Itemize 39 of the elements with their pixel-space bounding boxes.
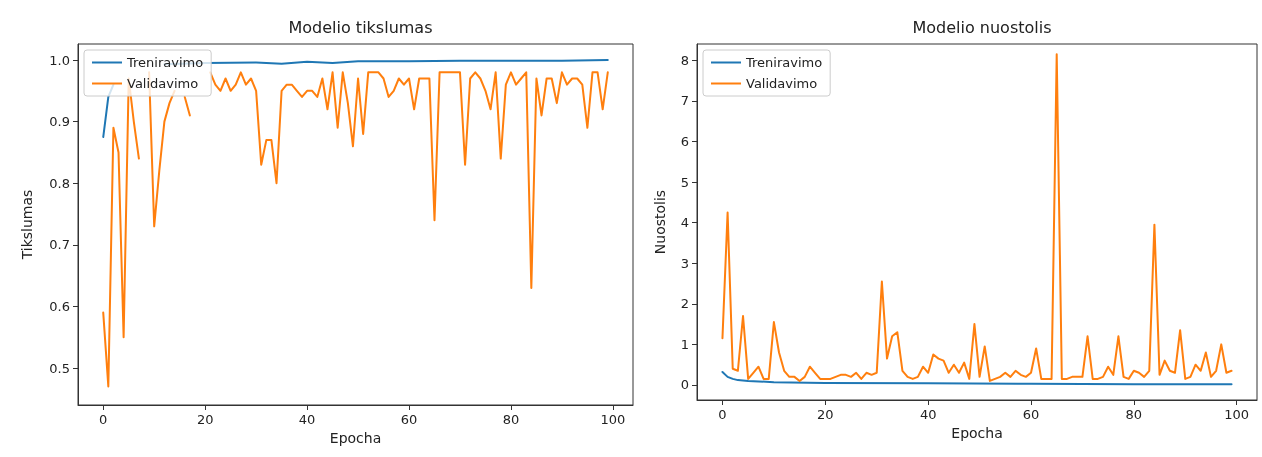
x-tick-label: 40 — [919, 407, 937, 422]
legend-label: Treniravimo — [126, 55, 204, 70]
legend-label: Treniravimo — [745, 55, 823, 70]
y-tick-label: 6 — [680, 133, 689, 149]
chart-title: Modelio nuostolis — [912, 17, 1052, 37]
y-tick-label: 5 — [680, 174, 689, 190]
y-tick-label: 0.9 — [49, 114, 70, 130]
line-series — [721, 370, 1233, 386]
x-axis-title: Epocha — [329, 430, 382, 446]
y-tick-label: 0.7 — [49, 237, 70, 253]
x-tick-label: 80 — [1125, 407, 1143, 422]
y-tick-label: 4 — [680, 215, 689, 231]
x-axis-title: Epocha — [951, 425, 1003, 441]
x-tick-label: 60 — [400, 412, 418, 427]
y-axis-title: Nuostolis — [652, 189, 668, 255]
y-tick-label: 0.6 — [49, 298, 70, 314]
y-tick-label: 1 — [680, 336, 689, 352]
line-series — [721, 53, 1233, 382]
x-tick-label: 80 — [502, 412, 520, 427]
y-tick-label: 2 — [680, 296, 689, 312]
x-tick-label: 100 — [1224, 407, 1250, 422]
legend-label: Validavimo — [746, 76, 818, 91]
y-tick-label: 0.8 — [49, 175, 70, 191]
y-tick-label: 0 — [680, 377, 689, 393]
x-tick-label: 20 — [817, 407, 834, 422]
x-tick-label: 0 — [99, 412, 108, 427]
x-tick-label: 20 — [196, 412, 214, 427]
y-tick-label: 0.5 — [49, 360, 70, 376]
x-tick-label: 40 — [298, 412, 316, 427]
y-tick-label: 8 — [680, 52, 689, 68]
x-tick-label: 60 — [1022, 407, 1040, 422]
x-tick-label: 100 — [600, 412, 626, 427]
x-tick-label: 0 — [718, 407, 727, 422]
legend-label: Validavimo — [127, 76, 199, 91]
y-axis-title: Tikslumas — [19, 189, 35, 261]
y-tick-label: 7 — [680, 93, 689, 109]
y-tick-label: 3 — [680, 255, 689, 271]
chart-title: Modelio tikslumas — [288, 17, 433, 37]
y-tick-label: 1.0 — [49, 52, 70, 68]
